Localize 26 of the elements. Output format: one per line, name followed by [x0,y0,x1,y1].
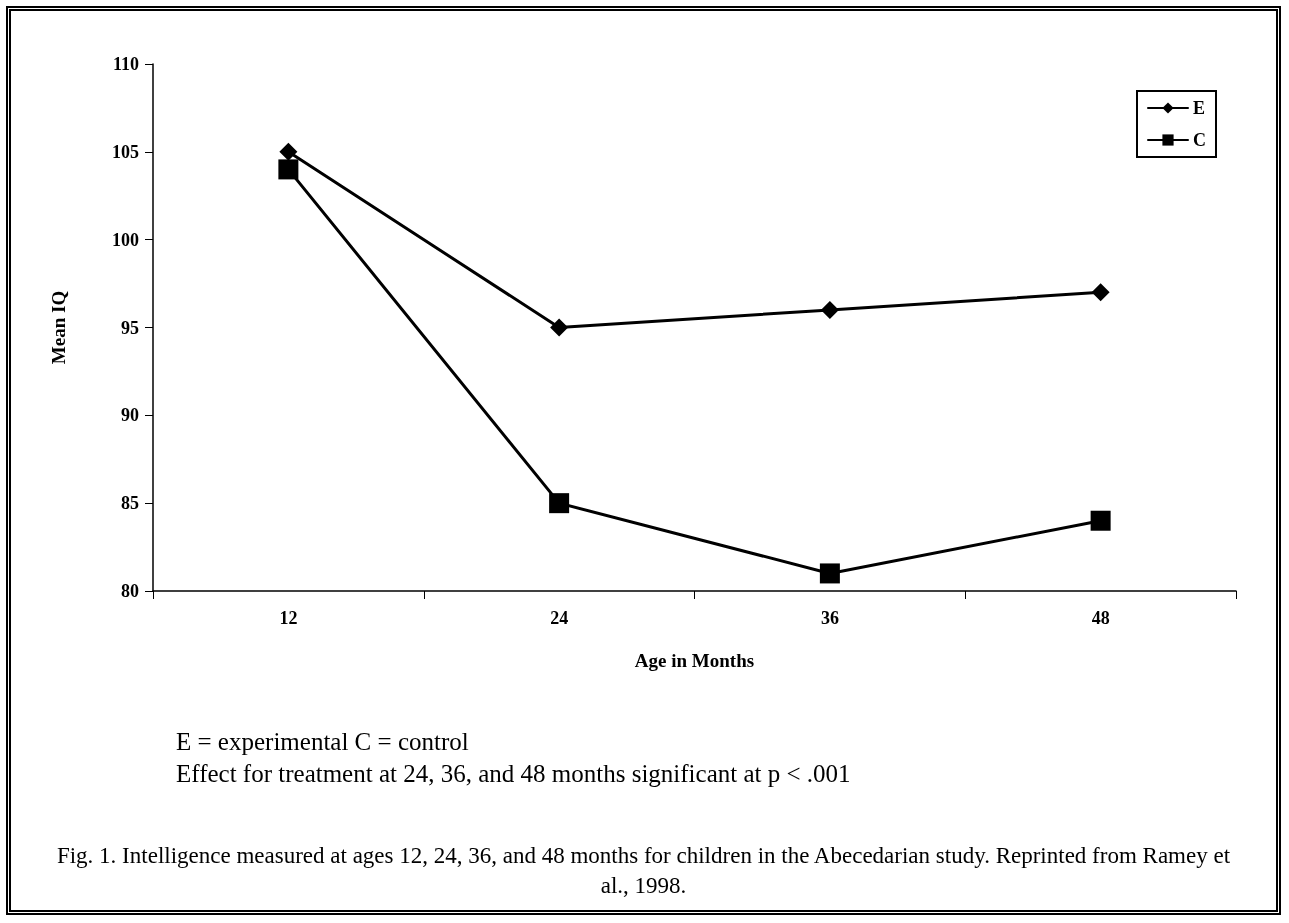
point [549,493,570,514]
x-tick-label: 12 [279,608,298,628]
point [1091,283,1110,302]
text: E = experimental C = control [176,727,470,757]
y-tick-label: 85 [121,493,139,514]
y-tick-label: 80 [121,581,139,601]
point [1090,510,1111,531]
point [279,142,298,161]
x-tick-label: 36 [820,608,839,628]
y-tick-label: 110 [112,54,139,74]
caption: Fig. 1. Intelligence measured at ages 12, 24, 36, and 48 months for children in the Abecedarian study. Reprinted from Ramey et al., 1998. [55,842,1232,900]
x-axis-title: Age in Months [634,650,755,671]
text: Effect for treatment at 24, 36, and 48 months significant at p < .001 [176,759,851,789]
legend-label: C [1193,130,1206,150]
x-tick-label: 24 [550,608,569,628]
point [550,318,569,337]
y-tick-label: 90 [121,405,139,426]
y-axis-title: Mean IQ [48,290,69,365]
point [819,563,840,584]
x-tick-label: 48 [1091,608,1110,628]
y-tick-label: 105 [112,141,139,162]
legend-label: E [1193,98,1206,118]
y-tick-label: 95 [121,317,139,338]
y-tick-label: 100 [112,229,139,250]
point [278,159,299,180]
point [820,300,839,319]
